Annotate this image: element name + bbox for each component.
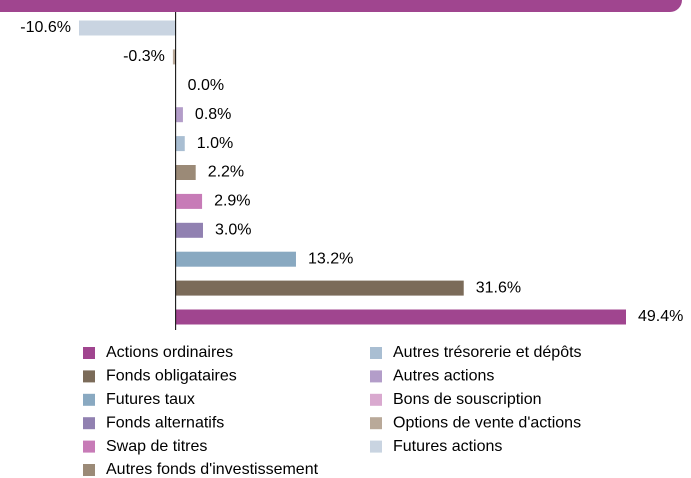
- value-label: -0.3%: [123, 48, 165, 65]
- bar: [175, 222, 203, 238]
- legend-label: Futures actions: [393, 438, 502, 455]
- value-label: 1.0%: [197, 135, 233, 152]
- legend-swatch: [83, 347, 95, 359]
- legend-swatch: [370, 347, 382, 359]
- legend-label: Autres fonds d'investissement: [106, 461, 319, 478]
- legend-swatch: [83, 393, 95, 406]
- legend-swatch: [83, 370, 95, 383]
- header-banner: [0, 0, 682, 12]
- bar: [175, 107, 183, 123]
- bar: [175, 165, 196, 180]
- legend-label: Swap de titres: [106, 438, 207, 455]
- value-label: 49.4%: [638, 308, 683, 325]
- bar: [79, 20, 176, 36]
- value-label: 3.0%: [215, 222, 251, 239]
- legend-label: Fonds alternatifs: [106, 414, 224, 431]
- value-label: 2.9%: [214, 193, 250, 210]
- legend-label: Autres trésorerie et dépôts: [393, 344, 582, 361]
- bar: [175, 251, 296, 267]
- bar: [175, 309, 627, 325]
- value-label: -10.6%: [20, 19, 71, 36]
- value-label: 0.0%: [188, 77, 224, 94]
- legend-swatch: [83, 464, 95, 476]
- legend-label: Actions ordinaires: [106, 344, 233, 361]
- legend-swatch: [83, 440, 95, 453]
- value-label: 2.2%: [208, 164, 244, 181]
- bar: [175, 193, 203, 209]
- bar: [175, 136, 185, 152]
- value-label: 13.2%: [308, 250, 353, 267]
- legend-swatch: [83, 417, 95, 430]
- value-label: 0.8%: [195, 106, 231, 123]
- legend-swatch: [370, 393, 382, 406]
- bar: [175, 280, 464, 296]
- value-label: 31.6%: [476, 279, 521, 296]
- bar: [172, 49, 176, 65]
- legend-label: Autres actions: [393, 368, 494, 385]
- legend-label: Options de vente d'actions: [393, 414, 581, 431]
- legend-label: Bons de souscription: [393, 391, 542, 408]
- legend-swatch: [370, 440, 382, 453]
- legend-label: Fonds obligataires: [106, 368, 237, 385]
- legend-swatch: [370, 370, 382, 383]
- legend-label: Futures taux: [106, 391, 195, 408]
- legend-swatch: [370, 417, 382, 430]
